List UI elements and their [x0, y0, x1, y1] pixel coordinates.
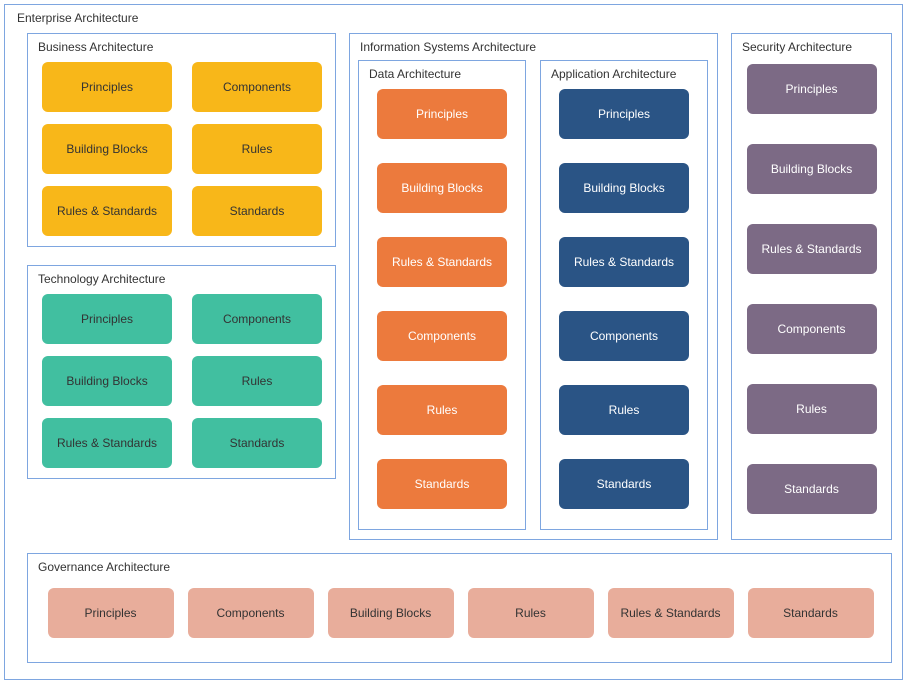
security-architecture-group: Security Architecture Principles Building…	[731, 33, 892, 540]
data-pill-label: Components	[408, 329, 476, 343]
security-pill: Building Blocks	[747, 144, 877, 194]
technology-pill: Principles	[42, 294, 172, 344]
governance-pill: Rules & Standards	[608, 588, 734, 638]
business-pill: Rules	[192, 124, 322, 174]
information-systems-group: Information Systems Architecture Data Ar…	[349, 33, 718, 540]
governance-pill: Building Blocks	[328, 588, 454, 638]
business-pill: Principles	[42, 62, 172, 112]
governance-title: Governance Architecture	[36, 560, 883, 574]
security-title: Security Architecture	[740, 40, 883, 54]
data-pill: Building Blocks	[377, 163, 507, 213]
data-pill-label: Standards	[415, 477, 470, 491]
application-pill: Components	[559, 311, 689, 361]
application-pill: Rules	[559, 385, 689, 435]
governance-pill-label: Rules & Standards	[620, 606, 720, 620]
data-pill: Components	[377, 311, 507, 361]
technology-pill: Rules	[192, 356, 322, 406]
security-pill-label: Principles	[785, 82, 837, 96]
governance-pill-label: Building Blocks	[350, 606, 431, 620]
technology-pill: Rules & Standards	[42, 418, 172, 468]
technology-pill: Standards	[192, 418, 322, 468]
data-pill: Standards	[377, 459, 507, 509]
technology-pill-label: Rules & Standards	[57, 436, 157, 450]
business-architecture-group: Business Architecture Principles Componen…	[27, 33, 336, 247]
business-pill: Rules & Standards	[42, 186, 172, 236]
governance-pill-label: Standards	[783, 606, 838, 620]
technology-architecture-group: Technology Architecture Principles Compon…	[27, 265, 336, 479]
data-pill-label: Rules	[427, 403, 458, 417]
information-systems-title: Information Systems Architecture	[358, 40, 709, 54]
governance-pill: Components	[188, 588, 314, 638]
application-pill: Standards	[559, 459, 689, 509]
business-pill: Standards	[192, 186, 322, 236]
technology-title: Technology Architecture	[36, 272, 327, 286]
security-pill-label: Rules & Standards	[761, 242, 861, 256]
application-pill-label: Standards	[597, 477, 652, 491]
application-pill-label: Building Blocks	[583, 181, 664, 195]
data-architecture-group: Data Architecture Principles Building Blo…	[358, 60, 526, 530]
governance-pill-label: Components	[216, 606, 284, 620]
business-pill: Components	[192, 62, 322, 112]
security-pill: Rules & Standards	[747, 224, 877, 274]
technology-pill: Building Blocks	[42, 356, 172, 406]
application-pill-label: Principles	[598, 107, 650, 121]
business-pill-label: Building Blocks	[66, 142, 147, 156]
security-pill: Principles	[747, 64, 877, 114]
data-pill: Rules & Standards	[377, 237, 507, 287]
business-pill-label: Rules	[242, 142, 273, 156]
governance-pill: Standards	[748, 588, 874, 638]
business-title: Business Architecture	[36, 40, 327, 54]
technology-pill-label: Standards	[230, 436, 285, 450]
data-pill-label: Principles	[416, 107, 468, 121]
application-pill: Building Blocks	[559, 163, 689, 213]
application-pill-label: Rules & Standards	[574, 255, 674, 269]
security-pill-label: Building Blocks	[771, 162, 852, 176]
business-pill-label: Standards	[230, 204, 285, 218]
technology-pill: Components	[192, 294, 322, 344]
business-pill-label: Components	[223, 80, 291, 94]
governance-architecture-group: Governance Architecture Principles Compon…	[27, 553, 892, 663]
technology-pill-label: Building Blocks	[66, 374, 147, 388]
data-pill: Principles	[377, 89, 507, 139]
data-pill-label: Rules & Standards	[392, 255, 492, 269]
data-pill: Rules	[377, 385, 507, 435]
application-title: Application Architecture	[549, 67, 699, 81]
governance-pill: Principles	[48, 588, 174, 638]
security-pill-label: Components	[777, 322, 845, 336]
application-pill-label: Components	[590, 329, 658, 343]
governance-pill-label: Rules	[515, 606, 546, 620]
business-pill: Building Blocks	[42, 124, 172, 174]
security-pill: Components	[747, 304, 877, 354]
security-pill: Rules	[747, 384, 877, 434]
enterprise-architecture-container: Enterprise Architecture Business Archite…	[4, 4, 903, 680]
data-title: Data Architecture	[367, 67, 517, 81]
technology-pill-label: Principles	[81, 312, 133, 326]
application-pill-label: Rules	[609, 403, 640, 417]
governance-pill: Rules	[468, 588, 594, 638]
security-pill-label: Standards	[784, 482, 839, 496]
enterprise-title: Enterprise Architecture	[15, 11, 892, 25]
technology-pill-label: Rules	[242, 374, 273, 388]
security-pill-label: Rules	[796, 402, 827, 416]
application-architecture-group: Application Architecture Principles Build…	[540, 60, 708, 530]
security-pill: Standards	[747, 464, 877, 514]
technology-pill-label: Components	[223, 312, 291, 326]
data-pill-label: Building Blocks	[401, 181, 482, 195]
application-pill: Principles	[559, 89, 689, 139]
business-pill-label: Principles	[81, 80, 133, 94]
governance-pill-label: Principles	[84, 606, 136, 620]
business-pill-label: Rules & Standards	[57, 204, 157, 218]
application-pill: Rules & Standards	[559, 237, 689, 287]
